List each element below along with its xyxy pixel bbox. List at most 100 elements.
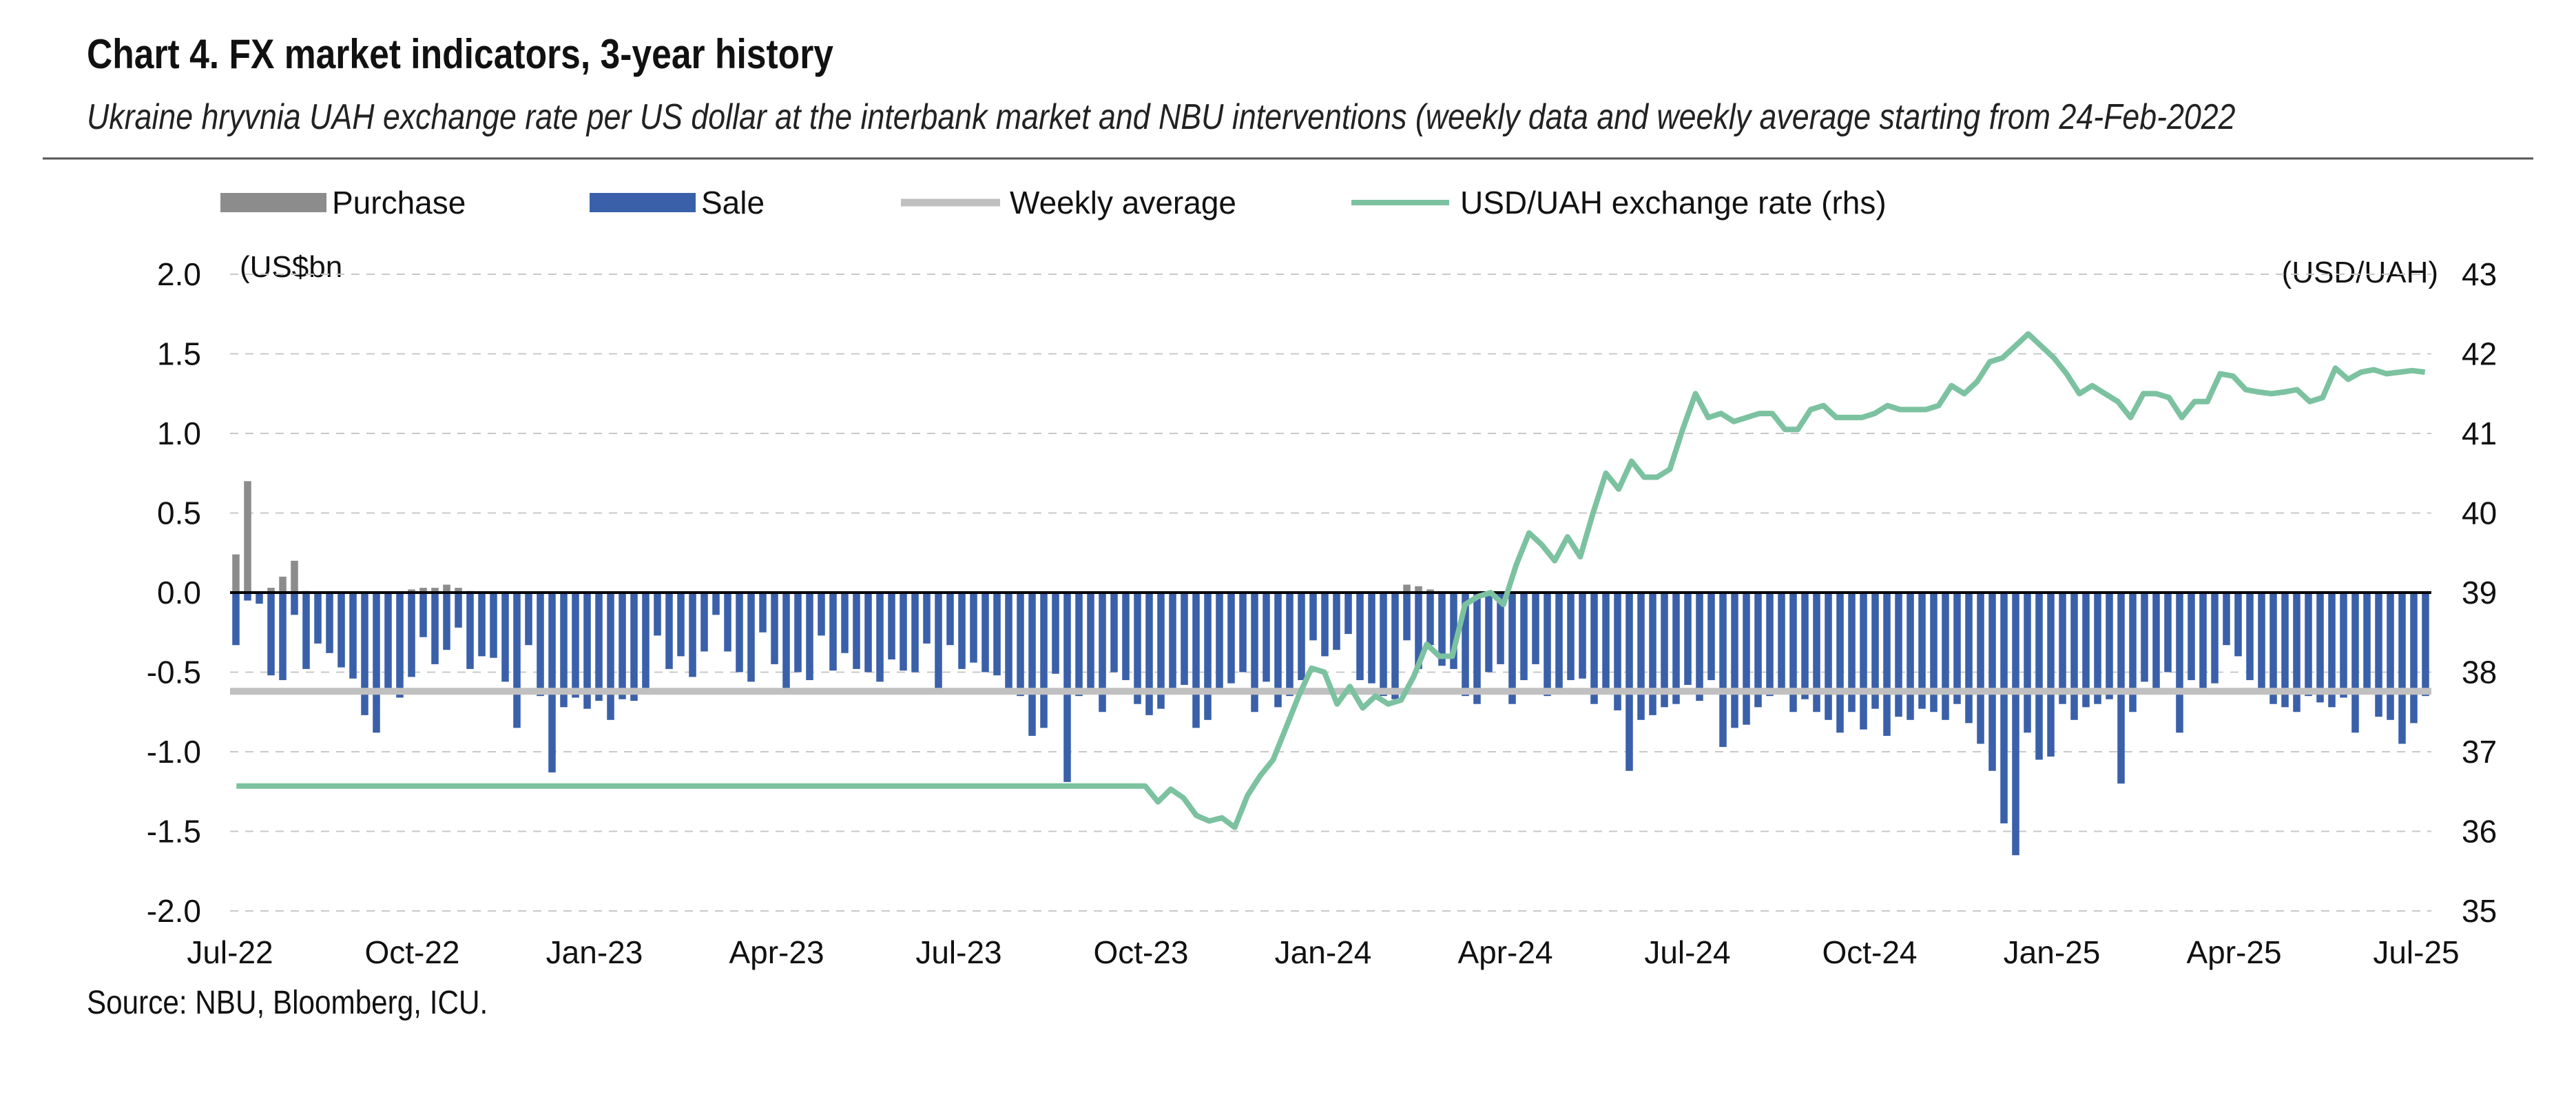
x-tick-label: Apr-23 (729, 934, 824, 970)
x-tick-label: Oct-24 (1822, 934, 1917, 970)
purchase-bar (1415, 586, 1422, 593)
sale-bar (2000, 593, 2008, 823)
legend-label-sale: Sale (701, 185, 765, 220)
legend: Purchase Sale Weekly average USD/UAH exc… (220, 185, 1887, 220)
sale-bar (1251, 593, 1258, 712)
right-tick-label: 35 (2462, 893, 2497, 929)
sale-bar (337, 593, 345, 668)
sale-bar (1707, 593, 1715, 681)
sale-bar (1169, 593, 1176, 688)
sale-bar (1403, 593, 1411, 641)
sale-bar (1942, 593, 1949, 720)
sale-bar (2246, 593, 2254, 681)
x-tick-label: Jul-24 (1644, 934, 1730, 970)
x-tick-label: Jul-23 (915, 934, 1001, 970)
sale-bar (1181, 593, 1188, 685)
sale-bar (1508, 593, 1516, 704)
sale-bar (2351, 593, 2359, 733)
right-tick-label: 37 (2462, 734, 2497, 770)
sale-bar (759, 593, 767, 633)
x-tick-label: Jul-25 (2373, 934, 2459, 970)
sale-bar (665, 593, 673, 669)
sale-bar (2176, 593, 2183, 733)
sale-bar (794, 593, 802, 673)
sale-bar (1719, 593, 1727, 748)
sale-bar (911, 593, 919, 673)
sale-bar (513, 593, 521, 728)
chart-subtitle: Ukraine hryvnia UAH exchange rate per US… (87, 97, 2236, 137)
left-tick-label: 0.5 (157, 495, 201, 531)
sale-bar (2398, 593, 2406, 744)
sale-bar (443, 593, 450, 650)
sale-bar (1204, 593, 1212, 720)
left-tick-label: 1.5 (157, 336, 201, 372)
sale-bar (384, 593, 392, 688)
sale-bar (689, 593, 696, 677)
sale-bar (1649, 593, 1656, 715)
sale-bar (1415, 593, 1422, 669)
sale-bar (736, 593, 743, 673)
sale-bar (1637, 593, 1645, 720)
sale-bar (455, 593, 462, 628)
sale-bar (1438, 593, 1446, 666)
sale-bar (314, 593, 322, 644)
sale-bar (619, 593, 626, 699)
sale-bar (677, 593, 685, 657)
sale-bar (572, 593, 579, 698)
sale-bar (1227, 593, 1235, 684)
sale-bar (1321, 593, 1329, 657)
sale-bar (993, 593, 1001, 676)
sale-bar (1040, 593, 1048, 728)
sale-bar (1918, 593, 1926, 709)
sale-bar (1544, 593, 1551, 697)
sale-bar (935, 593, 942, 688)
sale-bar (1907, 593, 1914, 720)
source-note: Source: NBU, Bloomberg, ICU. (87, 985, 488, 1021)
sale-bar (970, 593, 977, 663)
sale-bar (981, 593, 989, 673)
sale-bar (431, 593, 439, 664)
sale-bar (1344, 593, 1352, 635)
x-axis-ticks: Jul-22 Oct-22 Jan-23 Apr-23 Jul-23 Oct-23 Jan-… (187, 934, 2459, 970)
sale-bar (2035, 593, 2043, 760)
purchase-bar (455, 588, 462, 593)
x-tick-label: Oct-22 (364, 934, 459, 970)
sale-bar (841, 593, 849, 653)
sale-bar (1555, 593, 1563, 688)
right-tick-label: 38 (2462, 655, 2497, 690)
sale-bar (1590, 593, 1598, 704)
sale-bar (1485, 593, 1493, 673)
sale-bar (2082, 593, 2090, 708)
sale-bar (478, 593, 486, 657)
sale-bar (2141, 593, 2148, 682)
left-tick-label: -1.5 (147, 814, 201, 850)
sale-bar (829, 593, 837, 671)
sale-bar (1099, 593, 1106, 712)
purchase-bar (443, 584, 450, 593)
right-tick-label: 42 (2462, 336, 2497, 372)
sale-bar (771, 593, 778, 664)
sale-bar (1579, 593, 1586, 679)
sale-bar (419, 593, 427, 637)
sale-bar (806, 593, 813, 681)
right-tick-label: 40 (2462, 495, 2497, 531)
sale-bar (548, 593, 556, 773)
sale-bar (946, 593, 954, 646)
sale-bar (2363, 593, 2371, 688)
sale-bar (2375, 593, 2382, 717)
sale-bar (1063, 593, 1071, 782)
sale-bar (1380, 593, 1387, 697)
sale-bar (2024, 593, 2031, 733)
left-tick-label: 1.0 (157, 416, 201, 451)
legend-label-purchase: Purchase (332, 185, 466, 220)
sale-bar (1368, 593, 1375, 684)
sale-bar (2387, 593, 2394, 720)
sale-bar (1684, 593, 1692, 685)
sale-bar (2234, 593, 2242, 657)
sale-bar (900, 593, 907, 671)
sale-bar (1848, 593, 1856, 712)
sale-bar (2211, 593, 2219, 684)
sale-bar (244, 593, 251, 601)
purchase-bar (431, 588, 439, 593)
sale-bar (1017, 593, 1024, 697)
